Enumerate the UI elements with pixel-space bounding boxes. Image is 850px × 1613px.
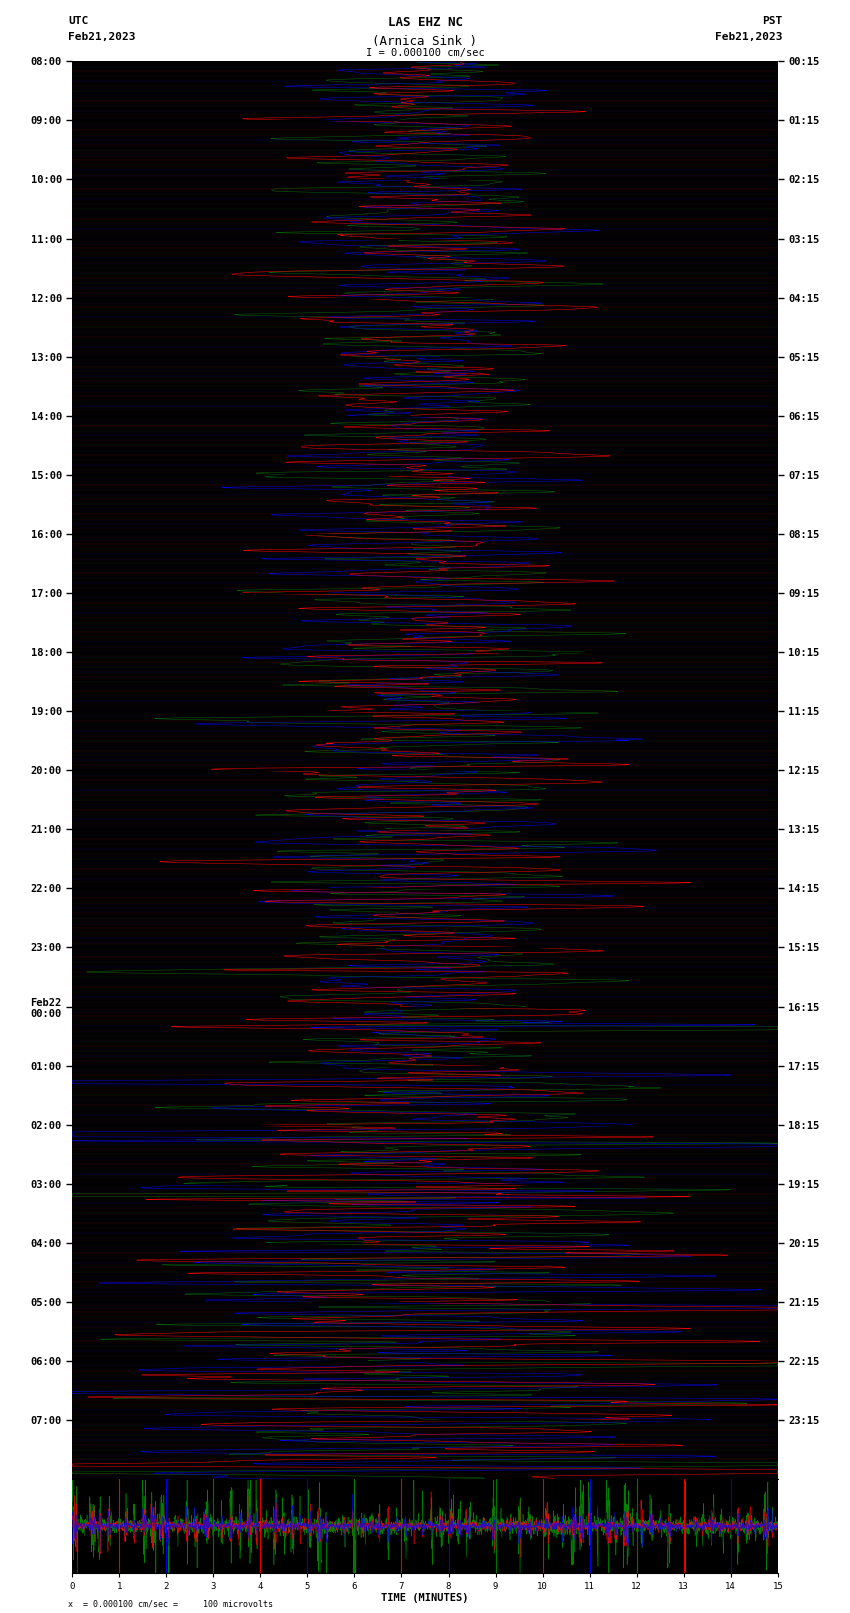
Text: x  = 0.000100 cm/sec =     100 microvolts: x = 0.000100 cm/sec = 100 microvolts bbox=[68, 1598, 273, 1608]
Text: UTC: UTC bbox=[68, 16, 88, 26]
Text: Feb21,2023: Feb21,2023 bbox=[715, 32, 782, 42]
Text: LAS EHZ NC: LAS EHZ NC bbox=[388, 16, 462, 29]
Text: (Arnica Sink ): (Arnica Sink ) bbox=[372, 35, 478, 48]
X-axis label: TIME (MINUTES): TIME (MINUTES) bbox=[382, 1594, 468, 1603]
Text: PST: PST bbox=[762, 16, 782, 26]
Text: I = 0.000100 cm/sec: I = 0.000100 cm/sec bbox=[366, 48, 484, 58]
Text: Feb21,2023: Feb21,2023 bbox=[68, 32, 135, 42]
